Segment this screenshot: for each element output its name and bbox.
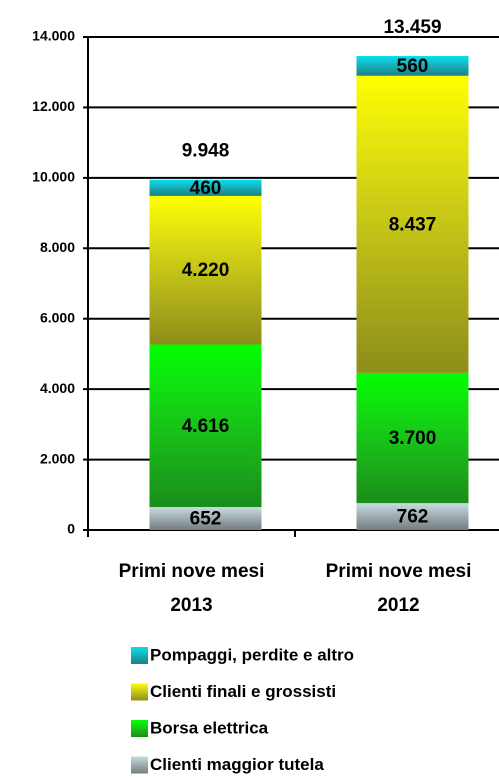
bar-segment (149, 344, 262, 508)
legend-swatch (131, 756, 148, 774)
legend-label: Clienti maggior tutela (150, 755, 324, 774)
bar-segment (356, 75, 469, 373)
legend-swatch (131, 647, 148, 664)
bar-segment (356, 56, 469, 76)
bar-segment (149, 507, 262, 530)
legend-swatch (131, 720, 148, 737)
data-label: 8.437 (389, 214, 437, 235)
data-label: 762 (397, 507, 429, 528)
bar-segment (356, 503, 469, 530)
total-label: 13.459 (383, 17, 441, 38)
legend-label: Pompaggi, perdite e altro (150, 645, 354, 664)
y-tick-label: 14.000 (32, 28, 75, 44)
y-tick-label: 0 (67, 521, 75, 537)
x-tick-label: Primi nove mesi 2013 (118, 561, 265, 616)
legend-label: Clienti finali e grossisti (150, 682, 336, 701)
data-label: 3.700 (389, 428, 437, 449)
bar-segment (149, 195, 262, 345)
y-tick-label: 4.000 (40, 380, 75, 396)
total-label: 9.948 (182, 141, 230, 162)
x-tick-label: Primi nove mesi 2012 (325, 561, 472, 616)
y-tick-label: 8.000 (40, 239, 75, 255)
y-tick-label: 10.000 (32, 169, 75, 185)
legend-swatch (131, 683, 148, 701)
data-label: 560 (397, 56, 429, 77)
bar-segment (149, 179, 262, 196)
data-label: 460 (190, 178, 222, 199)
data-label: 652 (190, 509, 222, 530)
data-label: 4.616 (182, 416, 230, 437)
data-label: 4.220 (182, 260, 230, 281)
bar-segment (356, 372, 469, 504)
legend-label: Borsa elettrica (150, 718, 269, 737)
y-tick-label: 6.000 (40, 309, 75, 325)
y-tick-label: 2.000 (40, 450, 75, 466)
y-tick-label: 12.000 (32, 98, 75, 114)
